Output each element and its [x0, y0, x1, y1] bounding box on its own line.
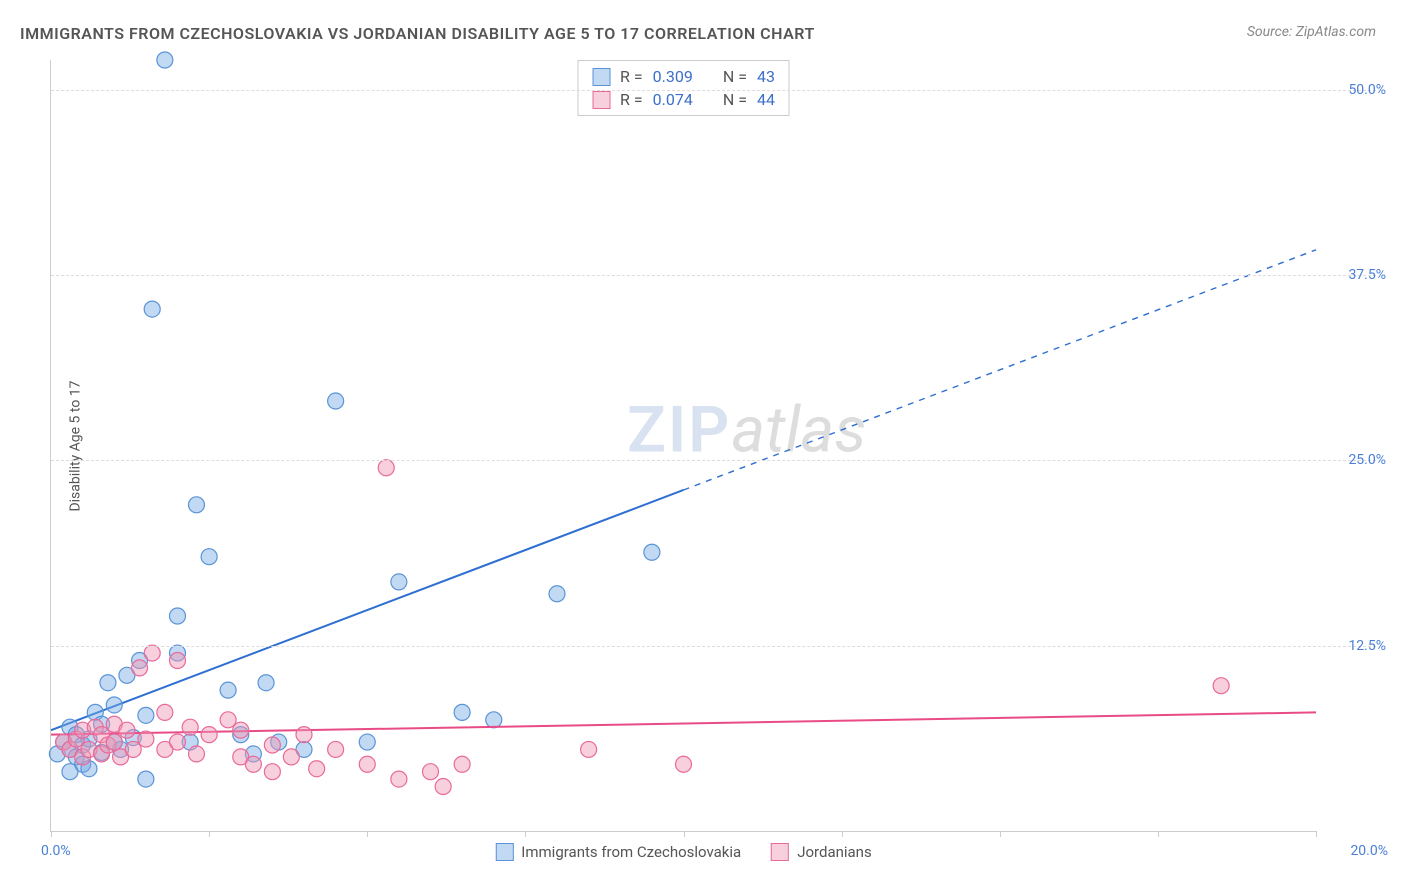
data-point: [157, 52, 173, 68]
data-point: [581, 741, 597, 757]
legend-item: Immigrants from Czechoslovakia: [495, 843, 741, 861]
data-point: [245, 756, 261, 772]
stat-r-value: 0.074: [653, 90, 693, 109]
y-tick-label: 25.0%: [1348, 452, 1386, 468]
stat-r-label: R =: [620, 67, 643, 86]
y-tick-label: 37.5%: [1348, 267, 1386, 283]
legend-label: Immigrants from Czechoslovakia: [521, 843, 741, 861]
legend-swatch: [771, 843, 789, 861]
data-point: [138, 731, 154, 747]
regression-line: [51, 490, 684, 730]
stats-legend-box: R = 0.309 N = 43 R = 0.074 N = 44: [577, 60, 790, 116]
y-tick-label: 50.0%: [1348, 82, 1386, 98]
legend-item: Jordanians: [771, 843, 872, 861]
data-point: [264, 764, 280, 780]
data-point: [328, 741, 344, 757]
data-point: [644, 544, 660, 560]
stat-n-label: N =: [723, 90, 747, 109]
data-point: [119, 722, 135, 738]
data-point: [296, 727, 312, 743]
source-attribution: Source: ZipAtlas.com: [1247, 24, 1376, 40]
data-point: [170, 652, 186, 668]
gridline: [51, 90, 1376, 91]
stats-row: R = 0.309 N = 43: [592, 65, 775, 88]
gridline: [51, 460, 1376, 461]
data-point: [188, 746, 204, 762]
stat-n-value: 43: [757, 67, 775, 86]
bottom-legend: Immigrants from Czechoslovakia Jordanians: [495, 843, 871, 861]
data-point: [201, 549, 217, 565]
data-point: [258, 675, 274, 691]
x-tick: [1158, 831, 1159, 837]
x-tick: [842, 831, 843, 837]
data-point: [391, 771, 407, 787]
gridline: [51, 646, 1376, 647]
data-point: [157, 704, 173, 720]
data-point: [378, 460, 394, 476]
data-point: [144, 301, 160, 317]
data-point: [138, 771, 154, 787]
data-point: [359, 734, 375, 750]
stat-n-label: N =: [723, 67, 747, 86]
stat-r-value: 0.309: [653, 67, 693, 86]
x-axis-origin-label: 0.0%: [41, 843, 71, 859]
data-point: [328, 393, 344, 409]
data-point: [233, 722, 249, 738]
data-point: [423, 764, 439, 780]
data-point: [170, 608, 186, 624]
x-tick: [1316, 831, 1317, 837]
legend-swatch: [592, 91, 610, 109]
plot-svg: [51, 60, 1316, 831]
data-point: [220, 682, 236, 698]
data-point: [138, 707, 154, 723]
x-axis-max-label: 20.0%: [1350, 843, 1388, 859]
data-point: [132, 660, 148, 676]
data-point: [106, 734, 122, 750]
x-tick: [51, 831, 52, 837]
x-tick: [367, 831, 368, 837]
plot-area: ZIPatlas R =0.309N =43R =0.074N =44 0.0%…: [50, 60, 1316, 832]
regression-line-dashed: [684, 250, 1317, 490]
data-point: [454, 704, 470, 720]
data-point: [106, 697, 122, 713]
stat-n-value: 44: [757, 90, 775, 109]
legend-label: Jordanians: [797, 843, 872, 861]
x-tick: [684, 831, 685, 837]
data-point: [283, 749, 299, 765]
y-tick-label: 12.5%: [1348, 638, 1386, 654]
stats-row: R = 0.074 N = 44: [592, 88, 775, 111]
data-point: [309, 761, 325, 777]
gridline: [51, 275, 1376, 276]
chart-title: IMMIGRANTS FROM CZECHOSLOVAKIA VS JORDAN…: [20, 24, 815, 43]
data-point: [486, 712, 502, 728]
legend-swatch: [592, 68, 610, 86]
data-point: [549, 586, 565, 602]
x-tick: [1000, 831, 1001, 837]
data-point: [454, 756, 470, 772]
data-point: [62, 764, 78, 780]
x-tick: [209, 831, 210, 837]
data-point: [435, 779, 451, 795]
data-point: [182, 719, 198, 735]
data-point: [144, 645, 160, 661]
data-point: [170, 734, 186, 750]
data-point: [676, 756, 692, 772]
data-point: [100, 675, 116, 691]
data-point: [359, 756, 375, 772]
stat-r-label: R =: [620, 90, 643, 109]
data-point: [1213, 678, 1229, 694]
legend-swatch: [495, 843, 513, 861]
data-point: [391, 574, 407, 590]
data-point: [201, 727, 217, 743]
data-point: [188, 497, 204, 513]
data-point: [264, 737, 280, 753]
x-tick: [525, 831, 526, 837]
